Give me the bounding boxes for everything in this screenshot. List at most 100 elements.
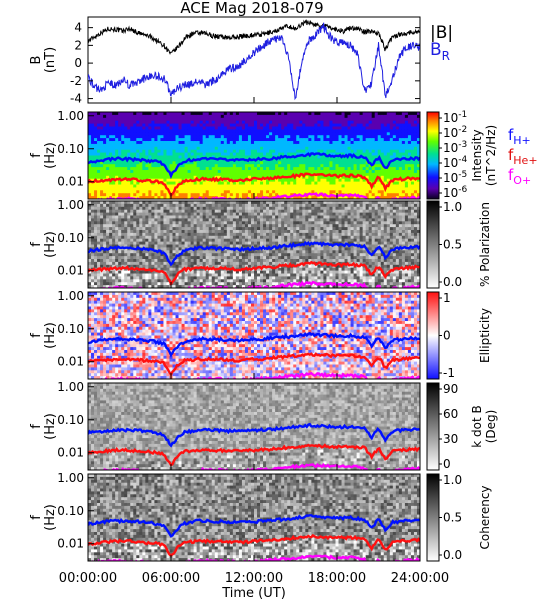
- spectrogram-cell: [229, 235, 234, 240]
- spectrogram-cell: [214, 132, 219, 136]
- spectrogram-cell: [184, 152, 188, 156]
- spectrogram-cell: [260, 117, 264, 122]
- spectrogram-cell: [154, 212, 158, 216]
- spectrogram-cell: [208, 184, 213, 188]
- spectrogram-cell: [317, 126, 321, 130]
- spectrogram-cell: [91, 227, 95, 231]
- spectrogram-cell: [163, 230, 167, 234]
- spectrogram-cell: [398, 138, 403, 142]
- spectrogram-cell: [157, 117, 161, 122]
- spectrogram-cell: [296, 112, 300, 116]
- spectrogram-cell: [244, 224, 249, 228]
- spectrogram-cell: [383, 170, 388, 174]
- spectrogram-cell: [341, 190, 345, 194]
- spectrogram-cell: [100, 143, 104, 148]
- spectrogram-cell: [214, 164, 219, 168]
- spectrogram-cell: [130, 172, 134, 177]
- spectrogram-cell: [157, 264, 161, 269]
- legend-btotal: |B|: [430, 23, 453, 43]
- spectrogram-cell: [329, 149, 333, 153]
- spectrogram-cell: [223, 230, 228, 234]
- freq-ylabel: f: [29, 153, 44, 158]
- spectrogram-cell: [199, 149, 204, 153]
- spectrogram-cell: [326, 190, 330, 194]
- spectrogram-cell: [223, 253, 228, 257]
- spectrogram-cell: [91, 196, 95, 199]
- spectrogram-cell: [142, 259, 146, 263]
- spectrogram-cell: [244, 161, 249, 165]
- spectrogram-cell: [202, 227, 207, 231]
- spectrogram-cell: [124, 187, 128, 191]
- spectrogram-cell: [196, 190, 201, 194]
- spectrogram-cell: [124, 190, 128, 194]
- spectrogram-cell: [299, 123, 303, 127]
- spectrogram-cell: [371, 120, 376, 124]
- spectrogram-cell: [350, 158, 354, 162]
- spectrogram-cell: [97, 132, 101, 136]
- spectrogram-cell: [190, 259, 195, 263]
- spectrogram-cell: [169, 170, 173, 174]
- spectrogram-cell: [211, 143, 216, 148]
- spectrogram-cell: [127, 120, 131, 124]
- spectrogram-cell: [247, 135, 252, 139]
- spectrogram-cell: [112, 112, 116, 116]
- spectrogram-cell: [184, 155, 188, 159]
- spectrogram-cell: [160, 264, 164, 269]
- spectrogram-cell: [392, 114, 397, 119]
- spectrogram-cell: [151, 120, 155, 124]
- spectrogram-cell: [413, 184, 418, 188]
- spectrogram-cell: [407, 146, 412, 151]
- spectrogram-cell: [320, 141, 324, 145]
- colorbar-tick-base: 10: [443, 156, 458, 170]
- spectrogram-cell: [320, 161, 324, 165]
- spectrogram-cell: [103, 235, 107, 240]
- spectrogram-cell: [190, 164, 195, 168]
- spectrogram-cell: [272, 158, 276, 162]
- spectrogram-cell: [136, 209, 140, 213]
- spectrogram-cell: [199, 282, 204, 286]
- spectrogram-cell: [118, 215, 122, 219]
- spectrogram-cell: [118, 224, 122, 228]
- spectrogram-cell: [257, 129, 261, 133]
- spectrogram-cell: [214, 224, 219, 228]
- field-ylabel-unit: (nT): [43, 47, 58, 73]
- spectrogram-cell: [392, 149, 397, 153]
- spectrogram-cell: [365, 196, 370, 199]
- spectrogram-cell: [91, 279, 95, 283]
- spectrogram-cell: [305, 167, 309, 171]
- spectrogram-cell: [163, 175, 167, 180]
- spectrogram-cell: [151, 270, 155, 274]
- spectrogram-cell: [380, 187, 385, 191]
- spectrogram-cell: [247, 253, 252, 257]
- spectrogram-cell: [380, 112, 385, 116]
- spectrogram-cell: [142, 167, 146, 171]
- spectrogram-cell: [175, 146, 179, 151]
- spectrogram-cell: [166, 184, 170, 188]
- spectrogram-cell: [281, 190, 285, 194]
- spectrogram-cell: [208, 206, 213, 211]
- spectrogram-cell: [136, 259, 140, 263]
- spectrogram-cell: [347, 132, 351, 136]
- spectrogram-cell: [229, 203, 234, 208]
- spectrogram-cell: [130, 175, 134, 180]
- spectrogram-cell: [118, 141, 122, 145]
- spectrogram-cell: [269, 135, 273, 139]
- spectrogram-cell: [97, 241, 101, 245]
- spectrogram-cell: [169, 135, 173, 139]
- spectrogram-cell: [362, 187, 367, 191]
- spectrogram-cell: [106, 253, 110, 257]
- spectrogram-cell: [199, 172, 204, 177]
- spectrogram-cell: [181, 167, 185, 171]
- spectrogram-cell: [241, 256, 246, 260]
- spectrogram-cell: [88, 285, 92, 288]
- spectrogram-cell: [100, 250, 104, 254]
- spectrogram-cell: [211, 158, 216, 162]
- spectrogram-cell: [314, 146, 318, 151]
- spectrogram-cell: [157, 285, 161, 288]
- spectrogram-cell: [211, 146, 216, 151]
- spectrogram-cell: [368, 135, 373, 139]
- spectrogram-cell: [260, 167, 264, 171]
- spectrogram-cell: [130, 146, 134, 151]
- spectrogram-cell: [94, 259, 98, 263]
- spectrogram-cell: [115, 149, 119, 153]
